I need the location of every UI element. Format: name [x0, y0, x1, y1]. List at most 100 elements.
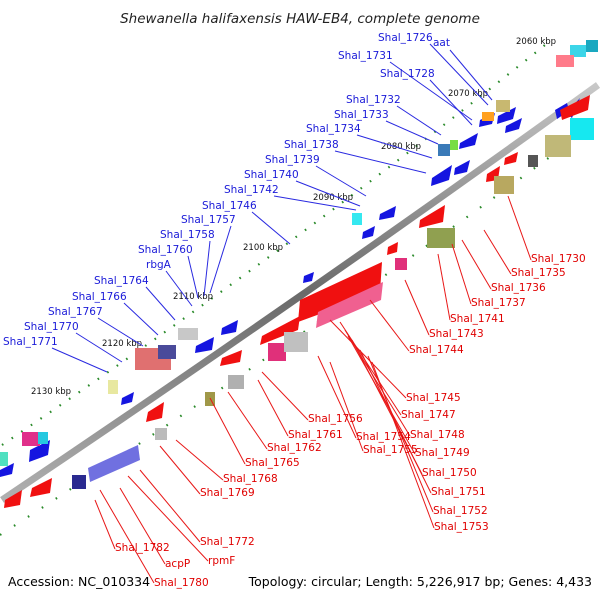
gene-label: Shal_1739	[265, 154, 320, 166]
gene-label: Shal_1745	[406, 392, 461, 404]
forward-gene-block	[482, 112, 494, 121]
reverse-gene-labels: Shal_1730 Shal_1735 Shal_1736 Shal_1737 …	[115, 253, 586, 589]
reverse-gene-block	[88, 445, 140, 482]
forward-gene-block	[38, 432, 48, 444]
reverse-label-leader	[369, 299, 410, 352]
accession-text: Accession: NC_010334	[8, 574, 150, 589]
reverse-strand-genes	[4, 95, 594, 508]
forward-gene	[497, 107, 516, 124]
gene-label: Shal_1751	[431, 486, 486, 498]
reverse-gene	[387, 242, 398, 255]
gene-label: Shal_1758	[160, 229, 215, 241]
reverse-gene	[4, 490, 22, 508]
reverse-label-leader	[451, 243, 472, 305]
gene-label: rbgA	[146, 259, 172, 271]
reverse-gene	[298, 262, 382, 322]
scale-labels: 2060 kbp 2070 kbp 2080 kbp 2090 kbp 2100…	[31, 37, 556, 397]
gene-label: Shal_1746	[202, 200, 257, 212]
reverse-label-leader	[119, 487, 166, 565]
gene-label: Shal_1782	[115, 542, 170, 554]
forward-label-leader	[251, 211, 291, 245]
gene-label: Shal_1752	[433, 505, 488, 517]
gene-label: Shal_1744	[409, 344, 464, 356]
forward-gene-block	[108, 380, 118, 394]
forward-gene-block	[556, 55, 574, 67]
gene-label: Shal_1755	[363, 444, 418, 456]
gene-label: Shal_1780	[154, 577, 209, 589]
reverse-label-leader	[507, 195, 532, 261]
forward-gene	[454, 160, 470, 175]
gene-label: Shal_1743	[429, 328, 484, 340]
scale-label: 2060 kbp	[516, 37, 556, 47]
forward-gene	[121, 392, 134, 405]
gene-label: Shal_1736	[491, 282, 546, 294]
gene-label: Shal_1766	[72, 291, 127, 303]
reverse-label-leader	[139, 469, 201, 543]
scale-label: 2110 kbp	[173, 292, 213, 302]
forward-label-leader	[273, 195, 357, 211]
reverse-gene	[146, 402, 164, 422]
gene-label: Shal_1762	[267, 442, 322, 454]
forward-gene-block	[0, 452, 8, 466]
gene-label: Shal_1760	[138, 244, 193, 256]
gene-label: Shal_1735	[511, 267, 566, 279]
gene-label: Shal_1769	[200, 487, 255, 499]
reverse-label-leader	[329, 319, 407, 399]
gene-label: rpmF	[208, 555, 235, 567]
reverse-label-leader	[227, 391, 268, 450]
reverse-gene-block	[528, 155, 538, 167]
scale-label: 2100 kbp	[243, 243, 283, 253]
gene-label: Shal_1754	[356, 431, 411, 443]
gene-label: Shal_1748	[410, 429, 465, 441]
gene-label: Shal_1742	[224, 184, 279, 196]
forward-label-leader	[187, 255, 199, 299]
reverse-gene	[419, 205, 445, 228]
forward-label-leader	[209, 225, 232, 294]
forward-gene	[379, 206, 396, 220]
forward-label-leader	[396, 105, 442, 136]
scale-label: 2080 kbp	[381, 142, 421, 152]
reverse-gene-block	[427, 228, 455, 248]
forward-label-leader	[203, 240, 211, 297]
forward-gene-block	[352, 213, 362, 225]
reverse-gene-block	[228, 375, 244, 389]
forward-gene-labels: Shal_1726 aat Shal_1731 Shal_1728 Shal_1…	[3, 32, 450, 348]
gene-label: Shal_1757	[181, 214, 236, 226]
forward-label-leader	[334, 150, 427, 174]
gene-label: Shal_1749	[415, 447, 470, 459]
forward-gene-block	[570, 45, 586, 57]
gene-label: Shal_1767	[48, 306, 103, 318]
forward-label-leader	[385, 120, 439, 145]
reverse-label-leader	[261, 371, 309, 421]
gene-label: Shal_1740	[244, 169, 299, 181]
forward-strand-genes	[0, 40, 598, 477]
reverse-label-leader	[175, 439, 224, 481]
gene-label: Shal_1738	[284, 139, 339, 151]
gene-label: Shal_1728	[380, 68, 435, 80]
reverse-label-leader	[347, 335, 416, 455]
forward-label-leader	[429, 43, 489, 106]
reverse-label-leader	[404, 279, 430, 336]
forward-gene-block	[22, 432, 40, 446]
reverse-label-leader	[329, 361, 364, 452]
gene-label: Shal_1726	[378, 32, 433, 44]
forward-gene-block	[178, 328, 198, 340]
gene-label: Shal_1734	[306, 123, 361, 135]
reverse-gene	[316, 282, 383, 328]
genome-backbone	[0, 82, 600, 503]
forward-label-leader	[51, 347, 108, 373]
reverse-gene	[560, 95, 590, 120]
forward-gene-block	[496, 100, 510, 112]
forward-label-leader	[449, 49, 493, 101]
forward-gene	[505, 118, 522, 133]
scale-label: 2090 kbp	[313, 193, 353, 203]
reverse-gene-block	[494, 176, 514, 194]
reverse-gene-block	[268, 343, 286, 361]
gene-label: acpP	[165, 558, 190, 570]
reverse-label-leader	[367, 355, 434, 513]
gene-label: Shal_1772	[200, 536, 255, 548]
forward-gene	[362, 226, 375, 239]
gene-label: Shal_1770	[24, 321, 79, 333]
forward-gene-block	[158, 345, 176, 359]
